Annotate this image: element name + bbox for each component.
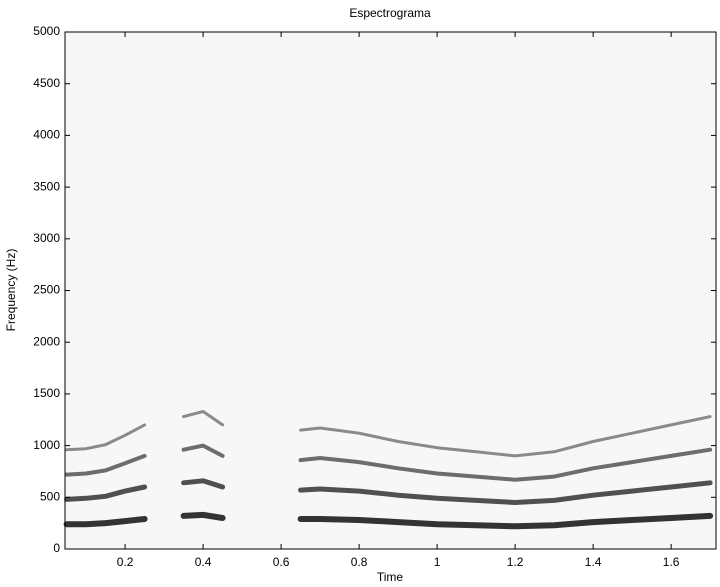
y-tick-label: 2500 [33, 283, 60, 297]
plot-background [65, 32, 716, 549]
x-axis-label: Time [377, 570, 404, 584]
y-tick-label: 2000 [33, 334, 60, 348]
y-tick-label: 3500 [33, 179, 60, 193]
y-tick-label: 1500 [33, 386, 60, 400]
x-tick-label: 0.2 [117, 555, 134, 569]
harmonic-track [64, 443, 713, 482]
harmonic-track [65, 410, 712, 458]
y-tick-label: 1000 [33, 438, 60, 452]
x-tick-label: 1.2 [507, 555, 524, 569]
harmonic-track [63, 511, 714, 530]
x-tick-label: 1 [434, 555, 441, 569]
x-tick-label: 0.8 [351, 555, 368, 569]
y-tick-label: 500 [40, 489, 60, 503]
y-tick-label: 4000 [33, 128, 60, 142]
y-axis-label: Frequency (Hz) [4, 249, 18, 332]
chart-title: Espectrograma [349, 6, 431, 20]
y-tick-label: 5000 [33, 24, 60, 38]
x-tick-label: 0.6 [273, 555, 290, 569]
x-tick-label: 1.6 [663, 555, 680, 569]
x-tick-label: 1.4 [585, 555, 602, 569]
y-tick-label: 0 [53, 541, 60, 555]
x-tick-label: 0.4 [195, 555, 212, 569]
y-tick-label: 3000 [33, 231, 60, 245]
y-tick-label: 4500 [33, 76, 60, 90]
harmonic-track [64, 478, 713, 505]
